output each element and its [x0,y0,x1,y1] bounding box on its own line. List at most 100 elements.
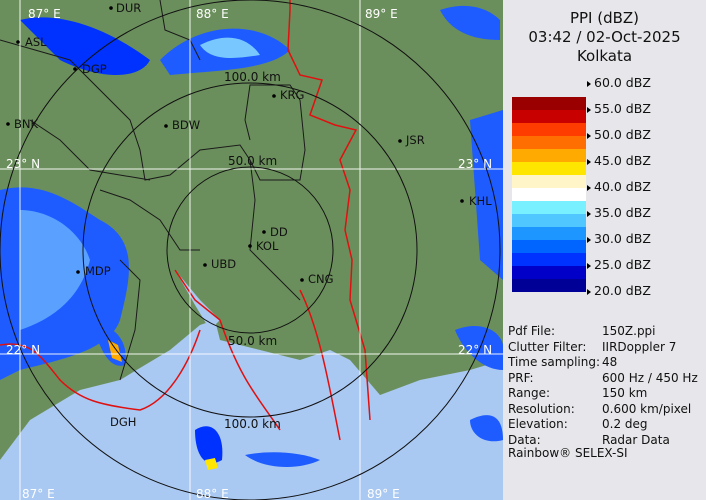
city-kol: KOL [256,239,279,253]
info-value: 48 [602,355,618,369]
city-khl: KHL [469,194,492,208]
ring-label-100-top: 100.0 km [224,70,281,84]
scale-label-text: 35.0 dBZ [594,205,651,220]
pointer-icon [587,158,591,165]
color-swatch [512,253,586,266]
color-swatch [512,214,586,227]
info-value: 0.600 km/pixel [602,401,692,416]
color-swatch [512,240,586,253]
info-row: Pdf File: 150Z.ppi [508,324,656,340]
info-key: Time sampling: [508,355,601,369]
pointer-icon [587,132,591,139]
product-title: PPI (dBZ) [569,9,640,27]
pointer-icon [587,106,591,113]
city-jsr: JSR [405,133,425,147]
scale-label: 55.0 dBZ [587,102,651,116]
city-markers: DUR ASL DGP BNK BDW KRG JSR KHL DD KOL U… [6,1,492,429]
scale-label: 35.0 dBZ [587,206,651,220]
color-swatch [512,136,586,149]
lon-tick-87: 87° E [28,7,61,21]
ring-label-100-bottom: 100.0 km [224,417,281,431]
pointer-icon [587,80,591,87]
lat-lon-grid [0,0,503,500]
info-row: Data: Radar Data [508,433,670,449]
info-row: Time sampling: 48 [508,355,617,371]
echoes [0,5,503,470]
sea [0,320,503,500]
lon-tick-87-bottom: 87° E [22,487,55,500]
scale-label-text: 60.0 dBZ [594,75,651,90]
scale-label-text: 30.0 dBZ [594,231,651,246]
color-swatch [512,279,586,292]
city-bnk: BNK [14,117,38,131]
lat-tick-23-right: 23° N [458,157,492,171]
scale-label: 30.0 dBZ [587,232,651,246]
color-swatch [512,123,586,136]
scale-label-text: 25.0 dBZ [594,257,651,272]
scale-label: 20.0 dBZ [587,284,651,298]
city-dd: DD [270,225,288,239]
info-value: 150Z.ppi [602,324,656,338]
color-swatch [512,175,586,188]
scale-label-text: 50.0 dBZ [594,127,651,142]
lat-tick-23-left: 23° N [6,157,40,171]
radar-map[interactable]: 87° E 88° E 89° E 87° E 88° E 89° E 23° … [0,0,503,500]
color-swatch [512,201,586,214]
city-dgh: DGH [110,415,136,429]
lon-tick-88-bottom: 88° E [196,487,229,500]
range-rings [0,0,501,500]
city-mdp: MDP [85,264,111,278]
info-key: Clutter Filter: [508,339,587,354]
pointer-icon [587,184,591,191]
city-dur: DUR [116,1,141,15]
lat-tick-22-left: 22° N [6,343,40,357]
scale-label-text: 55.0 dBZ [594,101,651,116]
scale-label: 40.0 dBZ [587,180,651,194]
info-row: Clutter Filter: IIRDoppler 7 [508,340,676,356]
credit: Rainbow® SELEX-SI [508,446,628,460]
pointer-icon [587,236,591,243]
estuary [175,270,220,330]
info-key: Range: [508,386,551,400]
ring-label-50-top: 50.0 km [228,154,277,168]
scale-label-text: 20.0 dBZ [594,283,651,298]
info-key: Data: [508,432,541,447]
scale-label: 50.0 dBZ [587,128,651,142]
color-swatch [512,188,586,201]
ring-label-50-bottom: 50.0 km [228,334,277,348]
international-border [0,0,371,441]
datetime: 03:42 / 02-Oct-2025 [528,28,681,46]
city-asl: ASL [25,35,47,49]
lon-tick-88: 88° E [196,7,229,21]
pointer-icon [587,288,591,295]
legend-panel: PPI (dBZ) 03:42 / 02-Oct-2025 Kolkata 60… [503,0,706,500]
info-row: Range: 150 km [508,386,647,402]
color-swatch [512,266,586,279]
city-bdw: BDW [172,118,200,132]
info-key: PRF: [508,370,534,385]
scale-label-text: 40.0 dBZ [594,179,651,194]
scale-label-text: 45.0 dBZ [594,153,651,168]
info-row: PRF: 600 Hz / 450 Hz [508,371,698,387]
site-name: Kolkata [576,47,633,65]
district-boundaries [0,0,306,381]
info-row: Elevation: 0.2 deg [508,417,648,433]
pointer-icon [587,262,591,269]
color-swatch [512,110,586,123]
info-value: Radar Data [602,432,670,447]
lat-tick-22-right: 22° N [458,343,492,357]
info-value: 150 km [602,386,648,400]
info-key: Pdf File: [508,324,556,338]
city-ubd: UBD [211,257,236,271]
scale-label: 25.0 dBZ [587,258,651,272]
scale-label: 60.0 dBZ [587,76,651,90]
city-dgp: DGP [82,62,107,76]
lon-tick-89: 89° E [365,7,398,21]
info-row: Resolution: 0.600 km/pixel [508,402,691,418]
color-swatch [512,97,586,110]
color-swatch [512,162,586,175]
lon-tick-89-bottom: 89° E [367,487,400,500]
city-krg: KRG [280,88,304,102]
pointer-icon [587,210,591,217]
info-value: 0.2 deg [602,417,648,431]
